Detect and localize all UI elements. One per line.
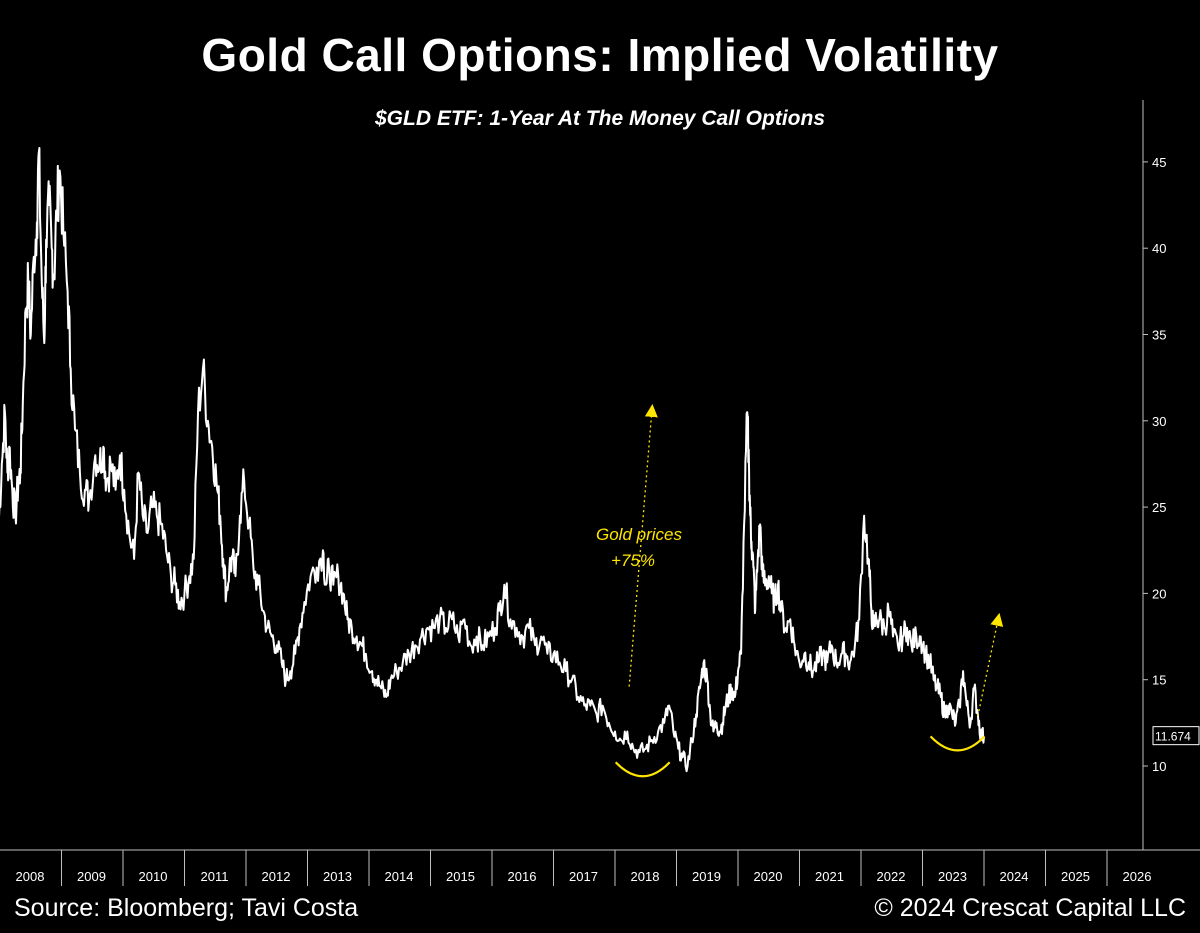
copyright-note: © 2024 Crescat Capital LLC	[874, 894, 1186, 922]
y-tick-label: 35	[1152, 328, 1166, 343]
last-value-box	[1152, 726, 1200, 746]
x-tick-label: 2010	[139, 869, 168, 884]
y-tick-label: 30	[1152, 414, 1166, 429]
y-tick-label: 45	[1152, 155, 1166, 170]
last-value-label: 11.674	[1155, 730, 1191, 744]
x-tick-label: 2015	[446, 869, 475, 884]
annotation-bottom-curve	[614, 761, 671, 778]
x-tick-label: 2020	[754, 869, 783, 884]
x-tick-label: 2016	[508, 869, 537, 884]
x-tick-label: 2018	[631, 869, 660, 884]
x-tick-label: 2012	[262, 869, 291, 884]
source-note: Source: Bloomberg; Tavi Costa	[14, 894, 359, 922]
y-tick-label: 25	[1152, 500, 1166, 515]
x-tick-label: 2023	[938, 869, 967, 884]
y-tick-label: 40	[1152, 241, 1166, 256]
page-title: Gold Call Options: Implied Volatility	[201, 29, 999, 81]
x-tick-label: 2011	[201, 869, 229, 884]
annotation-bottom-curve	[929, 735, 986, 752]
annotation-plus-75: +75%	[611, 551, 655, 570]
x-tick-label: 2024	[1000, 869, 1029, 884]
x-tick-label: 2021	[815, 869, 844, 884]
annotation-arrow	[977, 612, 1004, 717]
x-tick-label: 2014	[385, 869, 414, 884]
x-tick-label: 2017	[569, 869, 598, 884]
x-tick-label: 2022	[877, 869, 906, 884]
x-tick-label: 2008	[16, 869, 45, 884]
x-tick-label: 2019	[692, 869, 721, 884]
y-tick-label: 10	[1152, 759, 1166, 774]
chart-subtitle: $GLD ETF: 1-Year At The Money Call Optio…	[375, 107, 825, 130]
x-tick-label: 2025	[1061, 869, 1090, 884]
x-tick-label: 2009	[77, 869, 106, 884]
annotation-arrow	[628, 403, 658, 687]
iv-series-line	[0, 147, 985, 773]
x-tick-label: 2026	[1123, 869, 1152, 884]
y-tick-label: 15	[1152, 673, 1166, 688]
annotation-gold-prices: Gold prices	[596, 525, 682, 544]
x-tick-label: 2013	[323, 869, 352, 884]
y-tick-label: 20	[1152, 586, 1166, 601]
